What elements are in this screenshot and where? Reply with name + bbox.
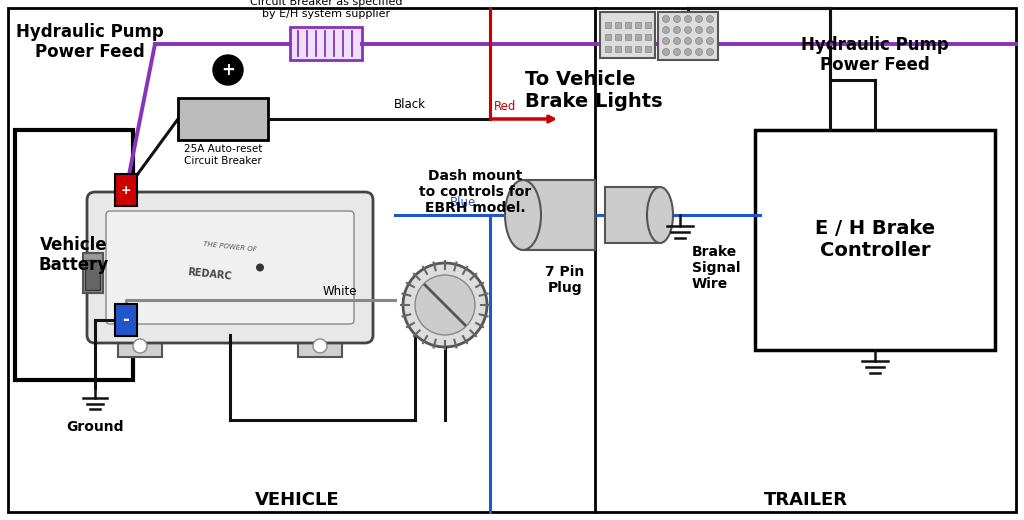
Bar [83, 253, 103, 293]
Bar [615, 46, 621, 52]
Circle shape [707, 37, 714, 45]
Circle shape [674, 48, 681, 56]
Circle shape [684, 27, 691, 33]
Circle shape [674, 16, 681, 22]
Text: 7 Pin
Plug: 7 Pin Plug [546, 265, 585, 295]
Bar [635, 22, 641, 28]
Text: Black: Black [394, 98, 426, 111]
FancyBboxPatch shape [106, 211, 354, 324]
Circle shape [663, 16, 670, 22]
Circle shape [663, 37, 670, 45]
Ellipse shape [133, 339, 147, 353]
Text: REDARC: REDARC [187, 267, 232, 281]
Bar [625, 34, 631, 40]
Text: Red: Red [494, 100, 516, 113]
Circle shape [684, 16, 691, 22]
Bar [755, 130, 995, 350]
Circle shape [707, 16, 714, 22]
Text: E / H Brake
Controller: E / H Brake Controller [815, 219, 935, 261]
Circle shape [695, 37, 702, 45]
Circle shape [695, 48, 702, 56]
Bar [523, 180, 595, 250]
Bar [605, 22, 611, 28]
Bar [635, 46, 641, 52]
Text: +: + [121, 184, 131, 197]
Bar [645, 22, 651, 28]
Circle shape [403, 263, 487, 347]
Bar [15, 130, 133, 380]
Bar [635, 34, 641, 40]
Bar [298, 335, 342, 357]
Text: Ground: Ground [67, 420, 124, 434]
Bar [290, 27, 362, 60]
Circle shape [674, 27, 681, 33]
Circle shape [684, 37, 691, 45]
Bar [118, 335, 162, 357]
Text: Blue: Blue [450, 196, 476, 209]
Text: Hydraulic Pump
Power Feed: Hydraulic Pump Power Feed [801, 35, 949, 74]
Ellipse shape [313, 339, 327, 353]
Bar [658, 12, 718, 60]
Bar [645, 46, 651, 52]
Text: THE POWER OF: THE POWER OF [203, 241, 257, 253]
Circle shape [256, 264, 264, 271]
Bar [115, 174, 137, 206]
Circle shape [707, 27, 714, 33]
Text: Hydraulic Pump
Power Feed: Hydraulic Pump Power Feed [16, 22, 164, 61]
Bar [645, 34, 651, 40]
Bar [615, 22, 621, 28]
Bar [85, 260, 100, 290]
Circle shape [695, 16, 702, 22]
Text: Brake
Signal
Wire: Brake Signal Wire [692, 245, 740, 291]
Text: Circuit Breaker as specified
by E/H system supplier: Circuit Breaker as specified by E/H syst… [250, 0, 402, 19]
Bar [600, 12, 655, 58]
Bar [615, 34, 621, 40]
Ellipse shape [647, 187, 673, 243]
Text: TRAILER: TRAILER [764, 491, 848, 509]
Circle shape [663, 48, 670, 56]
Bar [625, 22, 631, 28]
Bar [605, 46, 611, 52]
Text: Dash mount
to controls for
EBRH model.: Dash mount to controls for EBRH model. [419, 168, 531, 215]
Circle shape [684, 48, 691, 56]
Bar [605, 187, 660, 243]
Circle shape [695, 27, 702, 33]
Text: +: + [221, 61, 234, 79]
Text: VEHICLE: VEHICLE [255, 491, 340, 509]
Bar [625, 46, 631, 52]
Circle shape [707, 48, 714, 56]
Bar [605, 34, 611, 40]
Circle shape [415, 275, 475, 335]
Circle shape [213, 55, 243, 85]
Text: White: White [323, 285, 357, 298]
Circle shape [674, 37, 681, 45]
Text: -: - [123, 311, 129, 329]
Circle shape [663, 27, 670, 33]
Bar [115, 304, 137, 336]
Text: To Vehicle
Brake Lights: To Vehicle Brake Lights [525, 70, 663, 111]
Bar [178, 98, 268, 140]
Text: 25A Auto-reset
Circuit Breaker: 25A Auto-reset Circuit Breaker [184, 144, 262, 165]
Ellipse shape [505, 180, 541, 250]
Text: Vehicle
Battery: Vehicle Battery [39, 236, 110, 275]
FancyBboxPatch shape [87, 192, 373, 343]
